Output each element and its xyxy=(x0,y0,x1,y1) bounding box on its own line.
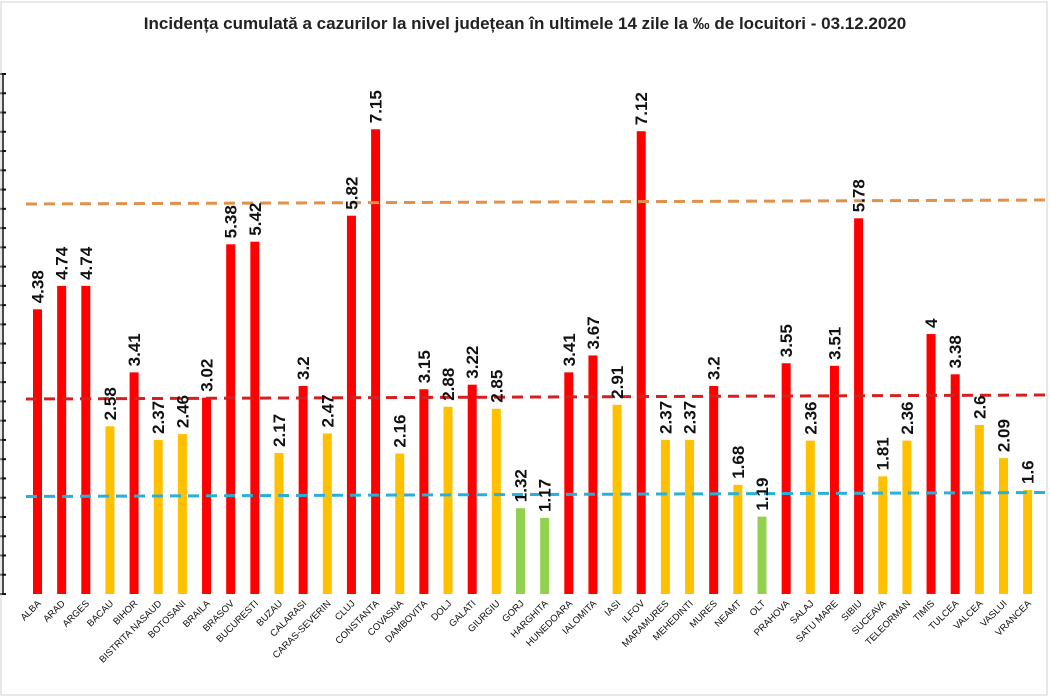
data-label: 1.17 xyxy=(536,479,555,512)
bar xyxy=(298,386,308,594)
category-label: IASI xyxy=(603,598,623,618)
data-label: 3.67 xyxy=(584,316,603,349)
reference-line xyxy=(25,198,1047,206)
data-label: 2.37 xyxy=(149,401,168,434)
bar xyxy=(467,384,477,594)
bar xyxy=(419,389,429,594)
data-label: 2.6 xyxy=(970,395,989,419)
bar xyxy=(829,365,839,594)
data-label: 3.02 xyxy=(198,359,217,392)
data-label: 2.17 xyxy=(270,414,289,447)
data-label: 4.74 xyxy=(53,246,72,280)
data-label: 2.36 xyxy=(898,402,917,435)
data-label: 1.32 xyxy=(512,469,531,502)
bar xyxy=(902,440,912,594)
data-label: 2.85 xyxy=(487,370,506,403)
data-label: 2.46 xyxy=(173,395,192,428)
bar xyxy=(250,241,260,594)
data-label: 5.42 xyxy=(246,203,265,236)
reference-line xyxy=(25,393,1047,401)
data-label: 5.78 xyxy=(850,179,869,212)
bar xyxy=(733,484,743,594)
data-label: 2.58 xyxy=(101,387,120,420)
bar xyxy=(346,215,356,594)
bar xyxy=(1023,490,1033,594)
bar xyxy=(878,476,888,594)
data-label: 2.09 xyxy=(995,419,1014,452)
bar xyxy=(805,440,815,594)
data-label: 3.2 xyxy=(705,356,724,380)
data-label: 2.36 xyxy=(801,402,820,435)
bar xyxy=(322,433,332,594)
bar xyxy=(564,372,574,594)
data-label: 2.91 xyxy=(608,366,627,399)
data-label: 5.38 xyxy=(222,205,241,238)
data-label: 3.15 xyxy=(415,350,434,383)
data-label: 2.16 xyxy=(391,415,410,448)
bar xyxy=(950,374,960,594)
data-label: 2.37 xyxy=(681,401,700,434)
data-label: 1.81 xyxy=(874,437,893,470)
bar xyxy=(57,285,67,594)
bar xyxy=(395,453,405,594)
data-label: 5.82 xyxy=(342,177,361,210)
bar xyxy=(588,355,598,594)
bar xyxy=(177,434,187,594)
data-label: 3.55 xyxy=(777,324,796,357)
data-label: 7.15 xyxy=(367,90,386,123)
reference-line xyxy=(25,491,1047,498)
data-label: 4 xyxy=(922,318,941,328)
bar xyxy=(612,404,622,594)
bar xyxy=(781,363,791,594)
data-label: 3.2 xyxy=(294,356,313,380)
data-label: 2.88 xyxy=(439,368,458,401)
bar xyxy=(854,218,864,595)
bar xyxy=(974,425,984,594)
category-label: ALBA xyxy=(19,598,44,623)
data-label: 3.22 xyxy=(463,346,482,379)
bar xyxy=(516,508,525,594)
data-label: 1.6 xyxy=(1019,460,1038,484)
data-label: 7.12 xyxy=(632,92,651,125)
bar xyxy=(709,386,719,594)
bar xyxy=(81,285,91,594)
bar xyxy=(274,452,284,594)
bar xyxy=(105,426,115,594)
data-label: 1.68 xyxy=(729,446,748,479)
category-label: NEAMT xyxy=(713,598,744,629)
data-label: 4.38 xyxy=(29,270,48,303)
bar xyxy=(129,372,139,594)
bar xyxy=(33,309,42,594)
bar xyxy=(226,244,236,595)
data-label: 4.74 xyxy=(77,246,96,280)
data-label: 3.38 xyxy=(946,335,965,368)
data-label: 2.47 xyxy=(318,394,337,427)
bar xyxy=(443,406,453,594)
bar xyxy=(153,439,163,594)
data-label: 1.19 xyxy=(753,478,772,511)
bar xyxy=(540,517,550,594)
bar xyxy=(999,458,1008,594)
data-label: 3.51 xyxy=(825,327,844,360)
data-label: 2.37 xyxy=(656,401,675,434)
bar xyxy=(926,334,936,594)
bar xyxy=(491,408,501,594)
bar xyxy=(636,131,646,594)
data-label: 3.41 xyxy=(125,333,144,366)
chart-title: Incidența cumulată a cazurilor la nivel … xyxy=(143,14,907,33)
bar xyxy=(660,439,670,594)
category-label: OLT xyxy=(748,598,768,618)
bar xyxy=(757,516,767,594)
category-label: BACAU xyxy=(85,598,116,629)
bar xyxy=(371,129,381,594)
data-label: 3.41 xyxy=(560,333,579,366)
bar xyxy=(685,439,695,594)
